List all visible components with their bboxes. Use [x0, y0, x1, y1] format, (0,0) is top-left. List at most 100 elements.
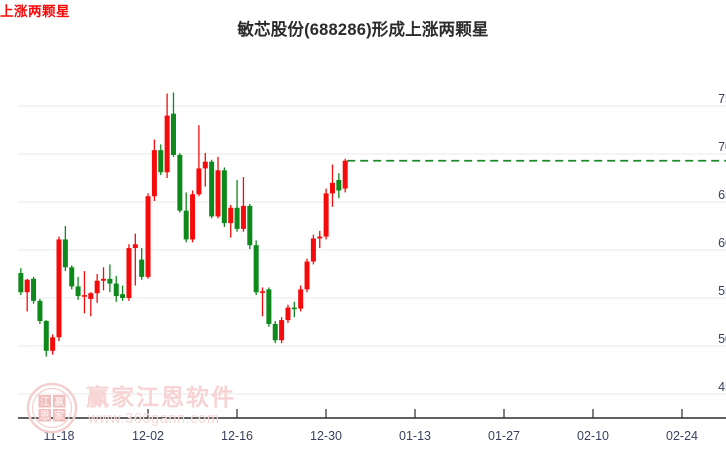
- candle-body: [266, 289, 272, 324]
- candle-body: [323, 193, 329, 237]
- candlestick: [342, 158, 348, 193]
- candle-body: [298, 289, 304, 309]
- page-title: 敏芯股份(688286)形成上涨两颗星: [237, 21, 489, 39]
- candlestick: [81, 271, 87, 314]
- candlestick: [177, 153, 183, 213]
- x-axis-tick-label: 01-27: [488, 429, 520, 443]
- candlestick: [260, 287, 266, 317]
- x-axis-tick-label: 12-16: [221, 429, 253, 443]
- candlestick: [170, 92, 176, 157]
- candle-body: [317, 236, 323, 239]
- svg-text:恩: 恩: [40, 410, 50, 422]
- candlestick: [310, 234, 316, 265]
- candle-body: [151, 150, 157, 197]
- candle-body: [260, 291, 266, 293]
- svg-text:赢: 赢: [54, 395, 64, 408]
- candle-body: [234, 207, 240, 229]
- candlestick: [24, 278, 30, 312]
- candlestick: [240, 177, 246, 232]
- candlestick: [317, 230, 323, 249]
- candle-body: [43, 321, 49, 351]
- candle-body: [18, 273, 24, 293]
- candlestick: [120, 285, 126, 301]
- svg-text:家: 家: [54, 409, 64, 422]
- candle-body: [120, 294, 126, 298]
- candle-body: [139, 259, 145, 277]
- watermark-seal-icon: 江 赢 恩 家: [26, 382, 78, 434]
- candle-body: [183, 210, 189, 240]
- candle-body: [247, 205, 253, 246]
- candlestick: [336, 173, 342, 199]
- watermark-brand-text: 赢家江恩软件: [86, 384, 236, 410]
- candlestick: [304, 258, 310, 293]
- candle-body: [221, 170, 227, 224]
- candlesticks-group: [18, 92, 348, 357]
- candle-body: [342, 160, 348, 189]
- candle-body: [196, 168, 202, 195]
- candlestick: [323, 188, 329, 240]
- candle-body: [228, 207, 234, 224]
- candle-body: [190, 194, 196, 240]
- candlestick: [196, 125, 202, 197]
- candlestick: [329, 164, 335, 207]
- candle-body: [170, 113, 176, 155]
- candlestick: [228, 204, 234, 238]
- candle-body: [31, 278, 37, 301]
- candle-body: [310, 238, 316, 262]
- candlestick: [101, 267, 107, 291]
- candlestick: [291, 301, 297, 318]
- candle-body: [107, 278, 113, 284]
- watermark-url-text: www.360gann.com: [88, 411, 220, 427]
- candlestick: [247, 203, 253, 250]
- candlestick: [164, 93, 170, 178]
- y-axis-tick-label: 55: [718, 284, 726, 298]
- candlestick: [88, 292, 94, 317]
- candlestick: [272, 321, 278, 344]
- candlestick: [266, 287, 272, 327]
- y-axis-tick-label: 60: [718, 236, 726, 250]
- candlestick: [94, 274, 100, 303]
- candlestick: [221, 167, 227, 227]
- candlestick: [234, 179, 240, 232]
- candle-body: [62, 239, 68, 268]
- candle-body: [145, 196, 151, 277]
- candlestick: [126, 244, 132, 301]
- x-axis-tick-label: 01-13: [399, 429, 431, 443]
- candle-body: [304, 261, 310, 290]
- candle-body: [177, 154, 183, 211]
- y-axis-tick-label: 45: [718, 380, 726, 394]
- x-axis-tick-label: 12-02: [132, 429, 164, 443]
- candlestick: [43, 320, 49, 357]
- candlestick: [56, 236, 62, 342]
- x-axis-tick-label: 12-30: [310, 429, 342, 443]
- y-axis-tick-label: 50: [718, 332, 726, 346]
- candlestick: [285, 304, 291, 323]
- candle-body: [50, 337, 56, 351]
- candle-body: [164, 115, 170, 173]
- y-axis-tick-label: 65: [718, 188, 726, 202]
- candlestick: [145, 193, 151, 279]
- candlestick: [209, 159, 215, 219]
- candle-body: [56, 239, 62, 338]
- candle-body: [285, 307, 291, 321]
- candlestick: [158, 144, 164, 176]
- candlestick: [18, 268, 24, 296]
- candle-body: [75, 286, 81, 297]
- candlestick: [75, 276, 81, 300]
- candle-body: [253, 245, 259, 293]
- candle-body: [126, 248, 132, 298]
- candlestick: [132, 233, 138, 286]
- candle-body: [240, 205, 246, 229]
- candlestick: [37, 298, 43, 324]
- y-axis-tick-label: 75: [718, 92, 726, 106]
- candlestick: [215, 156, 221, 219]
- candle-body: [94, 280, 100, 294]
- candlestick: [183, 192, 189, 243]
- gridlines-group: [18, 105, 726, 395]
- pattern-annotation-label: 上涨两颗星: [0, 4, 70, 19]
- candle-body: [202, 161, 208, 169]
- candle-body: [272, 323, 278, 341]
- candlestick: [298, 285, 304, 312]
- candle-body: [101, 278, 107, 281]
